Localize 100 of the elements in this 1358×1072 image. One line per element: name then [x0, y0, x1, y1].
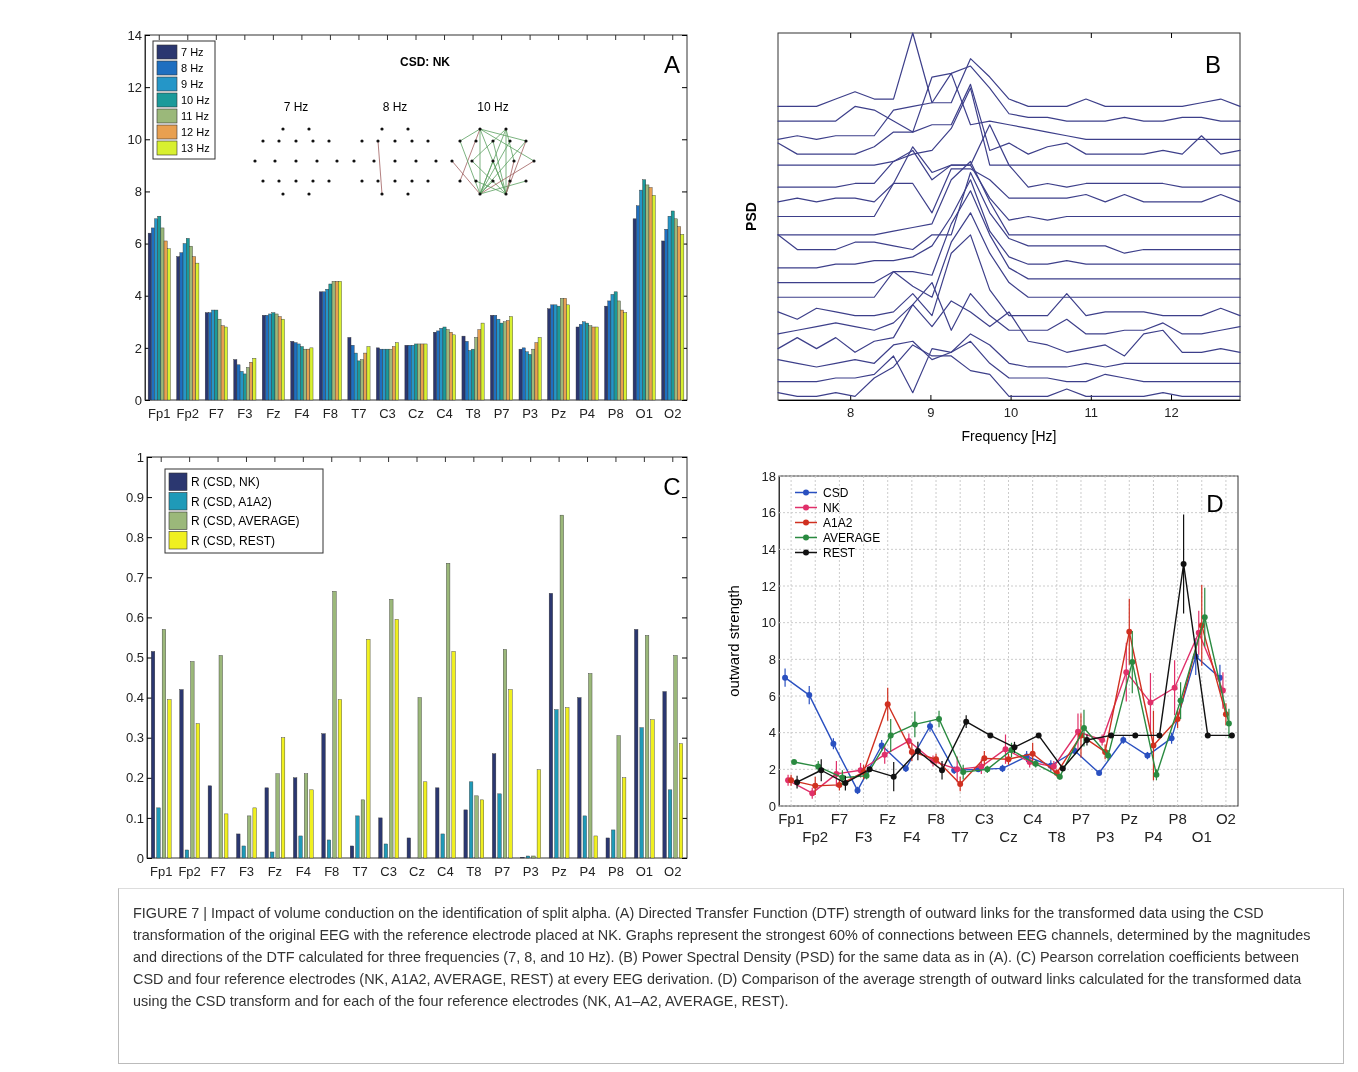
legend-label: 10 Hz [181, 93, 210, 106]
x-tick-label: Cz [999, 828, 1018, 845]
y-tick-label: 0.5 [125, 650, 144, 666]
y-tick-label: 14 [127, 27, 142, 43]
x-tick-label: 12 [1164, 405, 1179, 421]
y-tick-label: 2 [134, 340, 142, 356]
annotation: A [663, 51, 681, 78]
x-tick-label: F3 [854, 828, 873, 845]
annotation: D [1206, 490, 1224, 517]
legend-label: R (CSD, AVERAGE) [191, 514, 300, 529]
caption: FIGURE 7 | Impact of volume conduction on the identification of split alpha. (A) Directed Transfer Function (DTF) strength of outward links for the transformed data using the CSD transformation of the original EEG with the reference electrode placed at NK. Graphs represent the strongest 60% of connections between EEG channels, determined by the magnitudes and directions of the DTF calculated for three frequencies (7, 8, and 10 Hz). (B) Power Spectral Density (PSD) for the same data as in (A). (C) Pearson correlation coefficients between CSD and four reference electrodes (NK, A1A2, AVERAGE, REST) at every EEG derivation. (D) Comparison of the average strength of outward links calculated for the transformed data using the CSD transform and for each of the four reference electrodes (NK, A1–A2, AVERAGE, REST). [133, 904, 1312, 1011]
x-tick-label: T8 [1048, 828, 1066, 845]
x-tick-label: F4 [294, 406, 310, 421]
x-tick-label: F7 [830, 810, 849, 827]
legend-label: 11 Hz [181, 109, 209, 122]
legend-label: R (CSD, A1A2) [191, 494, 272, 509]
x-tick-label: Fz [267, 864, 283, 879]
y-tick-label: 6 [134, 236, 142, 252]
x-tick-label: F4 [903, 828, 921, 845]
y-tick-label: 0.7 [125, 569, 144, 585]
y-tick-label: 12 [127, 79, 142, 95]
y-tick-label: 0 [136, 850, 144, 866]
x-tick-label: F8 [324, 864, 340, 879]
y-axis-title: outward strength [725, 585, 742, 697]
x-tick-label: 11 [1084, 405, 1099, 421]
y-tick-label: 0.4 [125, 690, 144, 706]
x-tick-label: O2 [1215, 810, 1236, 827]
x-tick-label: Fp1 [778, 810, 805, 827]
y-tick-label: 1 [136, 449, 144, 465]
legend-label: R (CSD, NK) [191, 475, 260, 490]
legend-label: NK [823, 500, 840, 515]
y-tick-label: 0.6 [125, 610, 144, 626]
x-tick-label: P3 [522, 406, 539, 421]
y-tick-label: 16 [761, 505, 776, 521]
x-tick-label: Fp2 [802, 828, 829, 845]
y-tick-label: 0.3 [125, 730, 144, 746]
y-tick-label: 10 [761, 615, 776, 631]
x-tick-label: P8 [607, 406, 624, 421]
legend-label: A1A2 [823, 515, 853, 530]
y-tick-label: 0.8 [125, 529, 144, 545]
x-tick-label: O2 [664, 406, 682, 421]
legend-label: R (CSD, REST) [191, 533, 275, 548]
legend-label: 12 Hz [181, 125, 210, 138]
x-tick-label: P7 [493, 406, 510, 421]
x-tick-label: F4 [295, 864, 311, 879]
annotation: B [1204, 51, 1222, 78]
x-tick-label: T7 [351, 406, 367, 421]
x-tick-label: T7 [951, 828, 969, 845]
x-tick-label: C4 [437, 864, 454, 879]
x-tick-label: T8 [465, 406, 481, 421]
x-tick-label: F8 [927, 810, 945, 827]
x-tick-label: T7 [352, 864, 368, 879]
x-tick-label: Pz [551, 864, 567, 879]
x-tick-label: F8 [322, 406, 339, 421]
legend-label: AVERAGE [823, 530, 881, 545]
y-tick-label: 0.9 [125, 489, 144, 505]
x-tick-label: T8 [466, 864, 482, 879]
y-tick-label: 2 [768, 761, 776, 777]
x-tick-label: Cz [408, 406, 424, 421]
legend-label: 13 Hz [181, 141, 210, 154]
y-tick-label: 8 [134, 184, 142, 200]
x-tick-label: P4 [579, 406, 596, 421]
x-tick-label: C3 [974, 810, 994, 827]
x-tick-label: F3 [238, 864, 255, 879]
x-tick-label: P8 [1168, 810, 1187, 827]
x-tick-label: O1 [1191, 828, 1212, 845]
legend-label: CSD [823, 485, 849, 500]
y-tick-label: 0.2 [125, 770, 144, 786]
x-tick-label: Fz [879, 810, 897, 827]
x-tick-label: Cz [409, 864, 425, 879]
x-tick-label: F3 [237, 406, 253, 421]
x-tick-label: O1 [635, 864, 654, 879]
x-tick-label: P3 [1095, 828, 1115, 845]
legend-label: 9 Hz [181, 77, 204, 90]
y-tick-label: 12 [761, 578, 776, 594]
x-tick-label: C3 [380, 864, 397, 879]
x-tick-label: Pz [551, 406, 567, 421]
x-tick-label: F7 [210, 864, 226, 879]
x-tick-label: 9 [927, 405, 935, 421]
x-tick-label: Fp1 [150, 864, 173, 879]
x-tick-label: 8 [847, 405, 855, 421]
x-tick-label: P7 [494, 864, 511, 879]
x-tick-label: Fz [266, 406, 281, 421]
x-tick-label: Fp2 [178, 864, 201, 879]
x-tick-label: P4 [579, 864, 596, 879]
x-tick-label: P8 [607, 864, 624, 879]
annotation: 7 Hz [283, 100, 309, 114]
x-tick-label: O2 [664, 864, 682, 879]
x-tick-label: Fp1 [148, 406, 171, 421]
y-tick-label: 14 [761, 541, 776, 557]
legend-label: REST [823, 545, 856, 560]
y-tick-label: 10 [127, 131, 142, 147]
x-tick-label: C3 [379, 406, 396, 421]
x-tick-label: F7 [208, 406, 224, 421]
x-tick-label: C4 [436, 406, 453, 421]
y-tick-label: 18 [761, 468, 776, 484]
x-tick-label: Fp2 [176, 406, 199, 421]
x-tick-label: 10 [1003, 405, 1019, 421]
y-tick-label: 0 [768, 798, 776, 814]
x-tick-label: O1 [635, 406, 653, 421]
